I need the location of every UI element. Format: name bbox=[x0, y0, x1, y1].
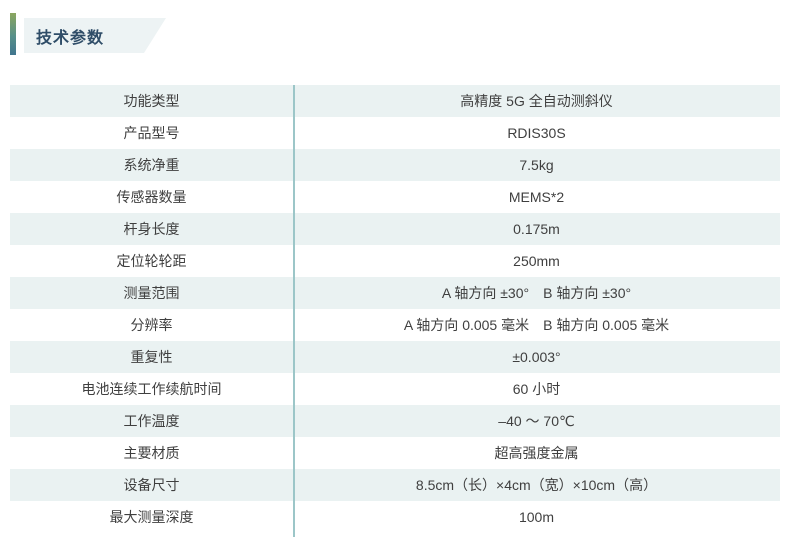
spec-label: 功能类型 bbox=[123, 93, 180, 109]
spec-label: 主要材质 bbox=[123, 445, 180, 461]
spec-value: RDIS30S bbox=[507, 125, 566, 141]
spec-value: 0.175m bbox=[513, 221, 560, 237]
spec-label: 分辨率 bbox=[130, 317, 173, 333]
table-row: 分辨率 A 轴方向 0.005 毫米 B 轴方向 0.005 毫米 bbox=[10, 309, 780, 341]
table-row: 工作温度 –40 ～ 70℃ bbox=[10, 405, 780, 437]
spec-label: 最大测量深度 bbox=[109, 509, 194, 525]
table-row: 电池连续工作续航时间 60 小时 bbox=[10, 373, 780, 405]
spec-value: –40 ～ 70℃ bbox=[498, 413, 575, 429]
spec-label: 重复性 bbox=[130, 349, 173, 365]
page-title: 技术参数 bbox=[36, 29, 105, 47]
spec-value: 250mm bbox=[513, 253, 560, 269]
table-row: 定位轮轮距 250mm bbox=[10, 245, 780, 277]
spec-value: 8.5cm（长）×4cm（宽）×10cm（高） bbox=[415, 477, 658, 493]
accent-bar bbox=[10, 13, 16, 55]
table-row: 系统净重 7.5kg bbox=[10, 149, 780, 181]
table-row: 最大测量深度 100m bbox=[10, 501, 780, 533]
spec-label: 产品型号 bbox=[123, 125, 180, 141]
table-row: 主要材质 超高强度金属 bbox=[10, 437, 780, 469]
spec-label: 杆身长度 bbox=[123, 221, 180, 237]
spec-label: 电池连续工作续航时间 bbox=[81, 381, 222, 397]
column-divider bbox=[293, 85, 295, 537]
spec-value: 超高强度金属 bbox=[494, 445, 579, 461]
table-row: 测量范围 A 轴方向 ±30° B 轴方向 ±30° bbox=[10, 277, 780, 309]
table-row: 杆身长度 0.175m bbox=[10, 213, 780, 245]
spec-value: A 轴方向 ±30° B 轴方向 ±30° bbox=[441, 285, 632, 301]
table-row: 产品型号 RDIS30S bbox=[10, 117, 780, 149]
table-row: 设备尺寸 8.5cm（长）×4cm（宽）×10cm（高） bbox=[10, 469, 780, 501]
spec-value: 7.5kg bbox=[519, 157, 554, 173]
spec-label: 定位轮轮距 bbox=[116, 253, 187, 269]
spec-table: 功能类型 高精度 5G 全自动测斜仪产品型号 RDIS30S 系统净重 7.5kg 传感器… bbox=[10, 85, 780, 537]
spec-value: 60 小时 bbox=[512, 381, 561, 397]
table-row: 重复性 ±0.003° bbox=[10, 341, 780, 373]
spec-label: 传感器数量 bbox=[116, 189, 187, 205]
spec-value: A 轴方向 0.005 毫米 B 轴方向 0.005 毫米 bbox=[403, 317, 670, 333]
spec-label: 系统净重 bbox=[123, 157, 180, 173]
spec-label: 设备尺寸 bbox=[123, 477, 180, 493]
spec-value: 100m bbox=[518, 509, 555, 525]
spec-value: ±0.003° bbox=[512, 349, 561, 365]
spec-rows: 功能类型 高精度 5G 全自动测斜仪产品型号 RDIS30S 系统净重 7.5kg 传感器… bbox=[10, 85, 780, 533]
spec-value: 高精度 5G 全自动测斜仪 bbox=[460, 93, 613, 109]
table-row: 传感器数量 MEMS*2 bbox=[10, 181, 780, 213]
title-tab: 技术参数 bbox=[24, 18, 166, 53]
spec-label: 测量范围 bbox=[123, 285, 180, 301]
section-header: 技术参数 bbox=[10, 13, 166, 55]
table-row: 功能类型 高精度 5G 全自动测斜仪 bbox=[10, 85, 780, 117]
spec-label: 工作温度 bbox=[123, 413, 180, 429]
spec-value: MEMS*2 bbox=[508, 189, 565, 205]
